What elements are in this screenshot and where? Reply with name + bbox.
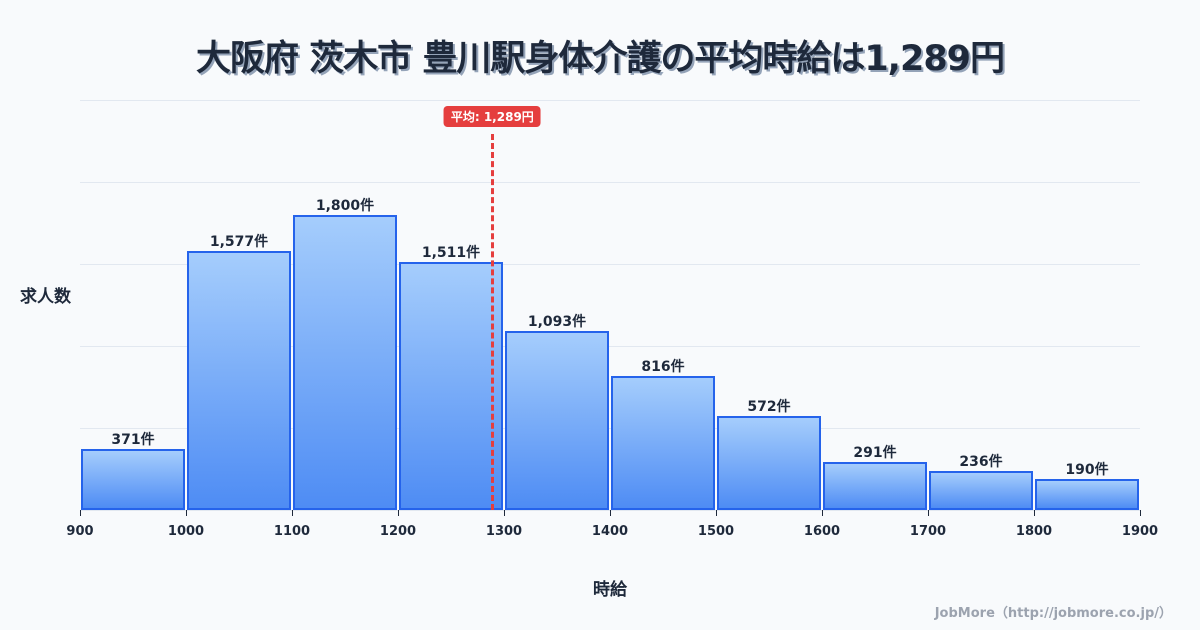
gridline bbox=[80, 182, 1140, 183]
histogram-bar bbox=[293, 214, 397, 510]
histogram-bar bbox=[187, 251, 291, 510]
bar-value-label: 1,577件 bbox=[209, 234, 269, 251]
histogram-bar bbox=[929, 471, 1033, 510]
bar-value-label: 572件 bbox=[747, 399, 791, 416]
y-axis-label: 求人数 bbox=[20, 287, 71, 307]
x-tick bbox=[504, 510, 505, 516]
histogram-bar bbox=[399, 262, 503, 510]
x-tick-label: 1700 bbox=[909, 524, 947, 539]
histogram-bar bbox=[823, 462, 927, 510]
gridline bbox=[80, 100, 1140, 101]
x-tick bbox=[610, 510, 611, 516]
bar-value-label: 1,093件 bbox=[527, 313, 587, 330]
x-tick bbox=[186, 510, 187, 516]
x-tick bbox=[398, 510, 399, 516]
source-credit: JobMore（http://jobmore.co.jp/） bbox=[934, 606, 1172, 621]
x-tick bbox=[1140, 510, 1141, 516]
histogram-plot: 371件 1,577件 1,800件 1,511件 1,093件 816件 572件 291件… bbox=[66, 100, 1158, 539]
x-tick bbox=[292, 510, 293, 516]
x-tick-label: 1500 bbox=[697, 524, 735, 539]
histogram-bar bbox=[505, 330, 609, 510]
x-tick-label: 1900 bbox=[1121, 524, 1159, 539]
gridline bbox=[80, 428, 1140, 429]
x-tick-label: 1400 bbox=[591, 524, 629, 539]
bar-value-label: 236件 bbox=[959, 454, 1003, 471]
histogram-bar bbox=[717, 416, 821, 510]
x-tick-label: 1000 bbox=[167, 524, 205, 539]
x-tick-label: 1600 bbox=[803, 524, 841, 539]
x-tick-label: 1100 bbox=[273, 524, 311, 539]
gridline bbox=[80, 346, 1140, 347]
x-axis-label: 時給 bbox=[593, 580, 627, 600]
mean-line bbox=[490, 134, 494, 510]
bar-value-label: 1,511件 bbox=[421, 245, 481, 262]
x-tick-label: 1300 bbox=[485, 524, 523, 539]
x-tick bbox=[716, 510, 717, 516]
x-tick-label: 900 bbox=[66, 524, 94, 539]
chart-title: 大阪府 茨木市 豊川駅身体介護の平均時給は1,289円 bbox=[195, 39, 1005, 79]
x-tick-label: 1800 bbox=[1015, 524, 1053, 539]
x-tick bbox=[1034, 510, 1035, 516]
x-tick bbox=[822, 510, 823, 516]
x-tick-label: 1200 bbox=[379, 524, 417, 539]
mean-badge: 平均: 1,289円 bbox=[443, 106, 541, 127]
x-tick bbox=[80, 510, 81, 516]
bar-value-label: 816件 bbox=[641, 359, 685, 376]
histogram-bar bbox=[1035, 478, 1139, 510]
x-tick bbox=[928, 510, 929, 516]
histogram-bar bbox=[611, 376, 715, 510]
bar-value-label: 190件 bbox=[1065, 461, 1109, 478]
histogram-bar bbox=[81, 449, 185, 510]
gridline bbox=[80, 264, 1140, 265]
bar-value-label: 291件 bbox=[853, 445, 897, 462]
bar-value-label: 1,800件 bbox=[315, 197, 375, 214]
bar-value-label: 371件 bbox=[111, 432, 155, 449]
